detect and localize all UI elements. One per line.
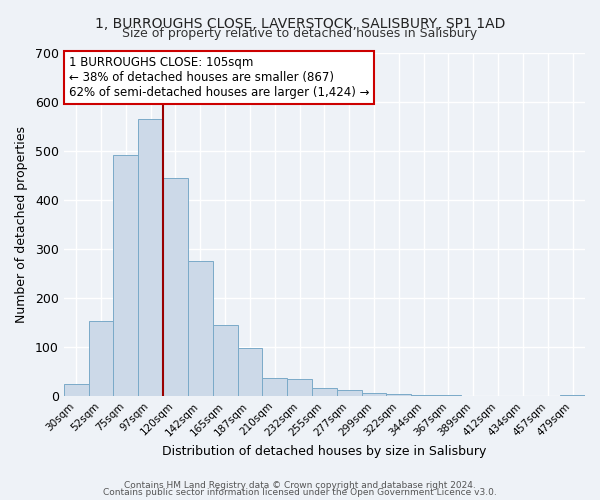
- Y-axis label: Number of detached properties: Number of detached properties: [15, 126, 28, 322]
- Bar: [163, 178, 188, 396]
- Bar: [64, 384, 89, 396]
- Text: Contains HM Land Registry data © Crown copyright and database right 2024.: Contains HM Land Registry data © Crown c…: [124, 480, 476, 490]
- Bar: [262, 378, 287, 396]
- Text: 1 BURROUGHS CLOSE: 105sqm
← 38% of detached houses are smaller (867)
62% of semi: 1 BURROUGHS CLOSE: 105sqm ← 38% of detac…: [69, 56, 370, 99]
- Bar: [362, 394, 386, 396]
- Bar: [411, 395, 436, 396]
- Bar: [188, 261, 213, 396]
- Bar: [560, 395, 585, 396]
- Bar: [386, 394, 411, 396]
- Bar: [337, 390, 362, 396]
- Bar: [213, 325, 238, 396]
- Bar: [138, 118, 163, 396]
- Bar: [89, 322, 113, 396]
- Bar: [238, 348, 262, 396]
- Bar: [287, 378, 312, 396]
- X-axis label: Distribution of detached houses by size in Salisbury: Distribution of detached houses by size …: [162, 444, 487, 458]
- Bar: [113, 154, 138, 396]
- Bar: [312, 388, 337, 396]
- Text: Contains public sector information licensed under the Open Government Licence v3: Contains public sector information licen…: [103, 488, 497, 497]
- Text: 1, BURROUGHS CLOSE, LAVERSTOCK, SALISBURY, SP1 1AD: 1, BURROUGHS CLOSE, LAVERSTOCK, SALISBUR…: [95, 18, 505, 32]
- Text: Size of property relative to detached houses in Salisbury: Size of property relative to detached ho…: [122, 28, 478, 40]
